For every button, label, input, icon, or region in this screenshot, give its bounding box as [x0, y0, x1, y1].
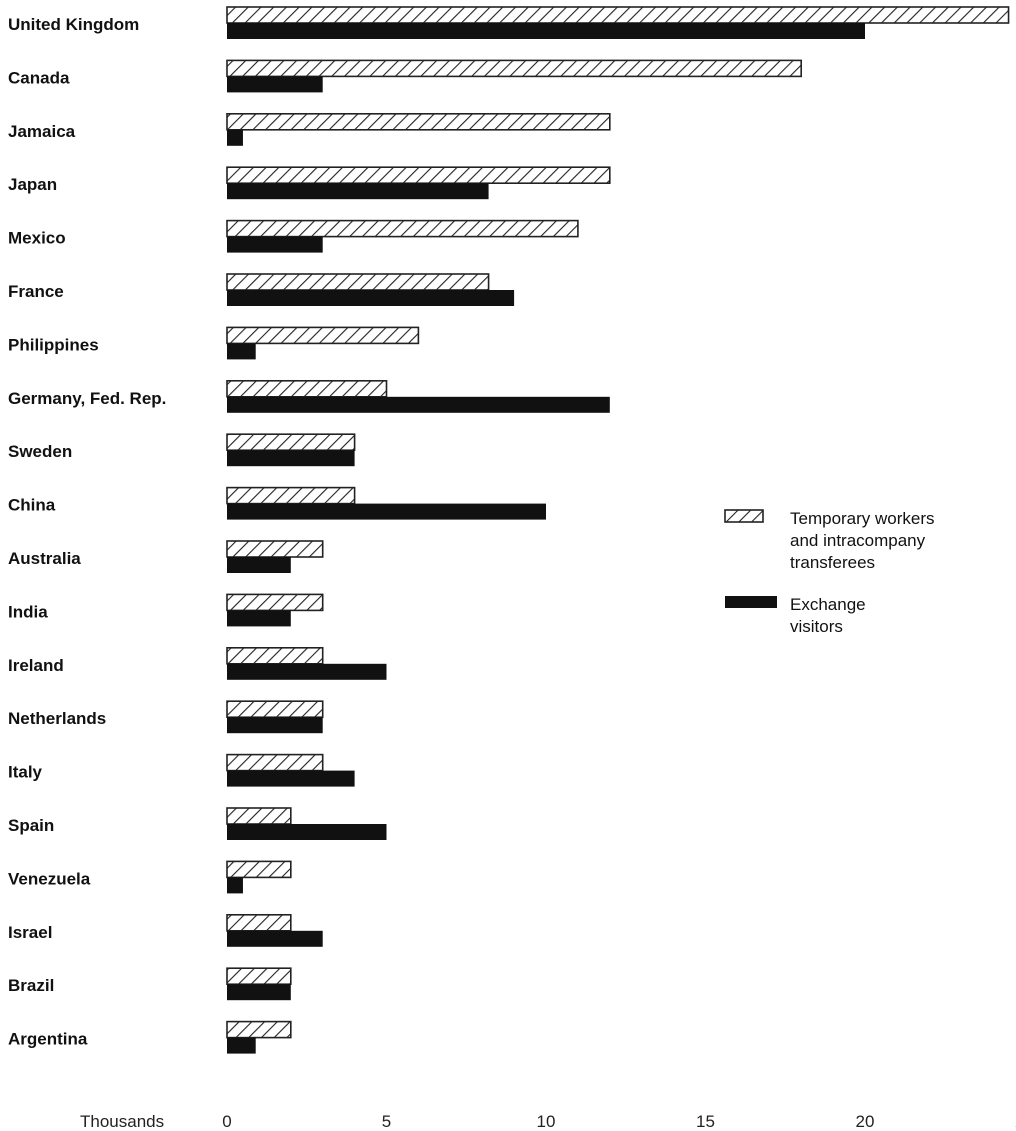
bar-exchange-visitors	[227, 450, 355, 467]
legend-label-temporary-workers: transferees	[790, 553, 875, 572]
bar-temporary-workers	[226, 967, 292, 986]
bar-exchange-visitors	[227, 236, 323, 253]
bar-exchange-visitors	[227, 23, 865, 39]
category-label: Philippines	[8, 335, 99, 354]
bars	[226, 6, 1010, 1054]
bar-temporary-workers	[226, 1020, 292, 1039]
category-label: Brazil	[8, 976, 54, 995]
bar-temporary-workers	[226, 593, 324, 612]
category-label: Mexico	[8, 229, 66, 248]
legend-label-exchange-visitors: visitors	[790, 617, 843, 636]
bar-temporary-workers	[226, 6, 1010, 24]
bar-exchange-visitors	[227, 824, 387, 840]
bar-temporary-workers	[226, 166, 611, 184]
category-label: Jamaica	[8, 122, 76, 141]
category-label: China	[8, 496, 56, 515]
category-label: Netherlands	[8, 709, 106, 728]
bar-exchange-visitors	[227, 930, 323, 947]
x-axis: Thousands 0510152025	[80, 1112, 1016, 1131]
bar-temporary-workers	[226, 219, 579, 238]
bar-exchange-visitors	[227, 663, 387, 680]
bar-exchange-visitors	[227, 290, 515, 306]
legend-label-temporary-workers: and intracompany	[790, 531, 926, 550]
category-label: Israel	[8, 923, 52, 942]
bar-temporary-workers	[226, 540, 324, 558]
bar-exchange-visitors	[227, 877, 243, 894]
category-label: Japan	[8, 175, 57, 194]
bar-temporary-workers	[226, 273, 490, 291]
bar-exchange-visitors	[227, 984, 291, 1001]
legend-label-temporary-workers: Temporary workers	[790, 509, 935, 528]
category-label: Spain	[8, 816, 54, 835]
bar-temporary-workers	[226, 486, 356, 505]
legend-swatch-hatched	[724, 509, 764, 523]
bar-exchange-visitors	[227, 1037, 256, 1054]
category-labels: United Kingdom Canada Jamaica Japan Mexico Fr…	[8, 15, 166, 1049]
bar-exchange-visitors	[227, 770, 355, 787]
bar-temporary-workers	[226, 113, 611, 131]
category-label: United Kingdom	[8, 15, 139, 34]
bar-temporary-workers	[226, 700, 324, 719]
category-label: Italy	[8, 763, 43, 782]
category-label: Canada	[8, 68, 70, 87]
category-label: India	[8, 602, 48, 621]
legend: Temporary workers and intracompany transfe…	[724, 509, 935, 636]
bar-temporary-workers	[226, 753, 324, 772]
bar-temporary-workers	[226, 379, 388, 398]
category-label: Ireland	[8, 656, 64, 675]
category-label: Germany, Fed. Rep.	[8, 389, 166, 408]
bar-temporary-workers	[226, 326, 420, 345]
bar-exchange-visitors	[227, 183, 489, 200]
bar-exchange-visitors	[227, 343, 256, 360]
bar-temporary-workers	[226, 646, 324, 665]
bar-exchange-visitors	[227, 76, 323, 93]
bar-exchange-visitors	[227, 610, 291, 627]
x-tick-label: 15	[696, 1112, 715, 1131]
bar-exchange-visitors	[227, 396, 610, 413]
category-label: Sweden	[8, 442, 72, 461]
bar-temporary-workers	[226, 433, 356, 452]
x-tick-label: 5	[382, 1112, 391, 1131]
legend-swatch-solid	[725, 596, 777, 608]
x-tick-label: 0	[222, 1112, 231, 1131]
category-label: Argentina	[8, 1030, 88, 1049]
category-label: France	[8, 282, 64, 301]
x-tick-label: 20	[856, 1112, 875, 1131]
bar-temporary-workers	[226, 807, 292, 825]
category-label: Australia	[8, 549, 81, 568]
legend-label-exchange-visitors: Exchange	[790, 595, 866, 614]
category-label: Venezuela	[8, 869, 91, 888]
bar-temporary-workers	[226, 59, 803, 78]
x-tick-label: 10	[537, 1112, 556, 1131]
bar-exchange-visitors	[227, 503, 546, 520]
x-axis-title: Thousands	[80, 1112, 164, 1131]
bar-exchange-visitors	[227, 557, 291, 573]
bar-temporary-workers	[226, 860, 292, 879]
bar-exchange-visitors	[227, 717, 323, 734]
bar-temporary-workers	[226, 913, 292, 932]
bar-exchange-visitors	[227, 129, 243, 146]
